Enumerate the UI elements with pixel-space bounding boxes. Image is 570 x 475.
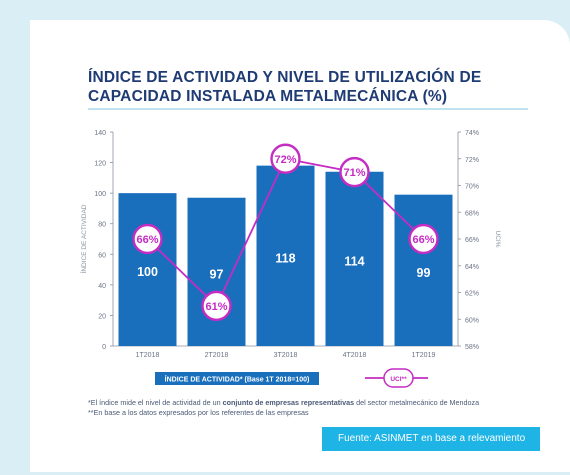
footnote-2: **En base a los datos expresados por los… bbox=[88, 408, 309, 417]
y-tick-label-left: 20 bbox=[98, 313, 106, 320]
y-tick-label-right: 70% bbox=[465, 184, 479, 191]
y-tick-label-right: 68% bbox=[465, 210, 479, 217]
bar-value-label: 118 bbox=[275, 251, 295, 265]
y-tick-label-left: 140 bbox=[94, 130, 106, 137]
footnote-1-tail: del sector metalmecánico de Mendoza bbox=[354, 398, 480, 407]
title-line-2: CAPACIDAD INSTALADA METALMECÁNICA (%) bbox=[88, 88, 448, 105]
y-tick-label-left: 80 bbox=[98, 222, 106, 229]
x-tick-label: 1T2018 bbox=[136, 352, 160, 359]
y-tick-label-right: 60% bbox=[465, 317, 479, 324]
bar bbox=[325, 171, 384, 346]
y-tick-label-right: 62% bbox=[465, 291, 479, 298]
legend-line-label: UCI** bbox=[390, 376, 407, 383]
uci-point-label: 61% bbox=[205, 301, 227, 313]
legend-bar-label: ÍNDICE DE ACTIVIDAD* (Base 1T 2018=100) bbox=[165, 375, 310, 384]
footnote-1-text: *El índice mide el nivel de actividad de… bbox=[88, 398, 223, 407]
y-tick-label-right: 72% bbox=[465, 157, 479, 164]
bar bbox=[187, 197, 246, 346]
y-tick-label-left: 0 bbox=[102, 344, 106, 351]
bar bbox=[118, 193, 177, 346]
x-tick-label: 1T2019 bbox=[412, 352, 436, 359]
uci-point-label: 71% bbox=[343, 167, 365, 179]
y-tick-label-left: 60 bbox=[98, 252, 106, 259]
uci-point bbox=[132, 223, 163, 255]
y-tick-label-left: 40 bbox=[98, 283, 106, 290]
uci-point-label: 66% bbox=[412, 234, 434, 246]
y-tick-label-right: 58% bbox=[465, 344, 479, 351]
uci-point-label: 66% bbox=[136, 234, 158, 246]
legend-line-marker bbox=[383, 368, 414, 388]
uci-point bbox=[270, 143, 301, 174]
legend-bar-swatch bbox=[155, 372, 319, 385]
source-banner: Fuente: ASINMET en base a relevamiento p… bbox=[322, 427, 540, 468]
uci-point bbox=[339, 156, 370, 188]
x-tick-label: 4T2018 bbox=[343, 352, 367, 359]
footnote-1-bold: conjunto de empresas representativas bbox=[222, 398, 355, 407]
x-tick-label: 2T2018 bbox=[205, 352, 229, 359]
y-tick-label-right: 74% bbox=[465, 130, 479, 137]
y-tick-label-right: 66% bbox=[465, 237, 479, 244]
y-tick-label-left: 120 bbox=[94, 161, 106, 168]
x-tick-label: 3T2018 bbox=[274, 352, 298, 359]
bar-value-label: 99 bbox=[417, 266, 431, 280]
bar bbox=[256, 165, 315, 346]
bar-value-label: 97 bbox=[210, 267, 224, 281]
bar-value-label: 100 bbox=[137, 265, 158, 279]
uci-point-label: 72% bbox=[274, 154, 296, 166]
uci-point bbox=[201, 290, 232, 322]
chart-title: ÍNDICE DE ACTIVIDAD Y NIVEL DE UTILIZACI… bbox=[88, 68, 481, 106]
y-tick-label-right: 64% bbox=[465, 264, 479, 271]
bar-value-label: 114 bbox=[344, 254, 364, 268]
y-tick-label-left: 100 bbox=[94, 191, 106, 198]
y-axis-title-right: UCI% bbox=[494, 231, 501, 248]
uci-point bbox=[408, 223, 439, 255]
y-axis-title-left: ÍNDICE DE ACTIVIDAD bbox=[79, 204, 88, 273]
title-divider bbox=[88, 108, 528, 110]
title-line-1: ÍNDICE DE ACTIVIDAD Y NIVEL DE UTILIZACI… bbox=[88, 69, 482, 86]
footnote-1: *El índice mide el nivel de actividad de… bbox=[88, 398, 479, 407]
